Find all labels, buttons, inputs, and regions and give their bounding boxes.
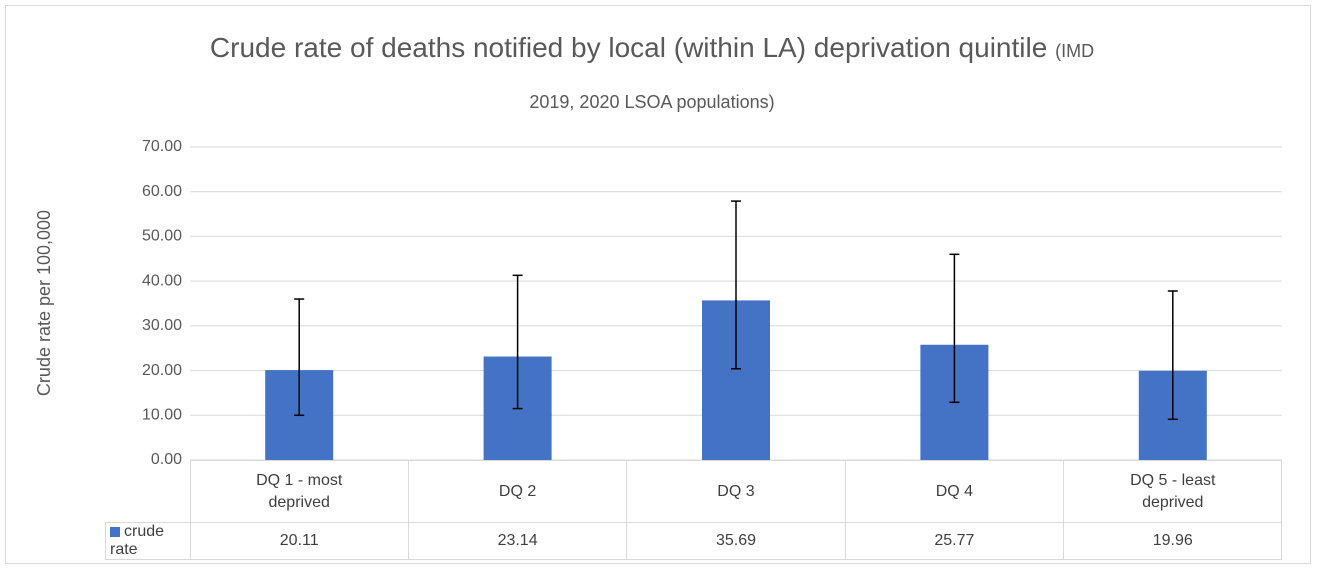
- chart-title: Crude rate of deaths notified by local (…: [209, 32, 1048, 63]
- y-tick-label: 20.00: [142, 362, 182, 379]
- y-tick-label: 30.00: [142, 317, 182, 334]
- y-axis-label: Crude rate per 100,000: [34, 210, 54, 396]
- table-header-row: DQ 1 - most deprived DQ 2 DQ 3 DQ 4 DQ 5 - l…: [105, 460, 1283, 523]
- category-cell: DQ 4: [844, 460, 1065, 523]
- x-tick-label: DQ 4: [935, 482, 974, 500]
- legend-label: crude rate: [110, 523, 165, 558]
- data-table: DQ 1 - most deprived DQ 2 DQ 3 DQ 4 DQ 5 - l…: [105, 460, 1283, 560]
- value-cell: 35.69: [626, 522, 846, 560]
- value-cell: 19.96: [1063, 522, 1283, 560]
- x-tick-label: DQ 2: [498, 482, 537, 500]
- y-tick-label: 50.00: [142, 228, 182, 245]
- category-cell: DQ 2: [407, 460, 628, 523]
- chart-subtitle: (IMD 2019, 2020 LSOA populations): [529, 41, 1095, 112]
- category-cell: DQ 3: [626, 460, 846, 523]
- y-tick-label: 10.00: [142, 407, 182, 424]
- y-tick-label: 40.00: [142, 272, 182, 289]
- category-cell: DQ 5 - least deprived: [1063, 460, 1283, 523]
- y-tick-label: 60.00: [142, 183, 182, 200]
- value-cell: 20.11: [189, 522, 409, 560]
- table-value-row: crude rate 20.11 23.14 35.69 25.77 19.96: [105, 522, 1283, 560]
- legend-key: [110, 526, 120, 537]
- table-corner: [105, 460, 191, 523]
- x-tick-label: DQ 5 - least deprived: [1130, 471, 1216, 511]
- chart-title-block: Crude rate of deaths notified by local (…: [202, 24, 1102, 126]
- category-cell: DQ 1 - most deprived: [189, 460, 409, 523]
- value-cell: 23.14: [407, 522, 628, 560]
- y-tick-label: 70.00: [142, 138, 182, 155]
- legend-cell: crude rate: [105, 522, 191, 560]
- x-tick-label: DQ 3: [717, 482, 755, 500]
- chart-frame: [5, 5, 1311, 564]
- x-tick-label: DQ 1 - most deprived: [256, 471, 343, 511]
- value-cell: 25.77: [844, 522, 1065, 560]
